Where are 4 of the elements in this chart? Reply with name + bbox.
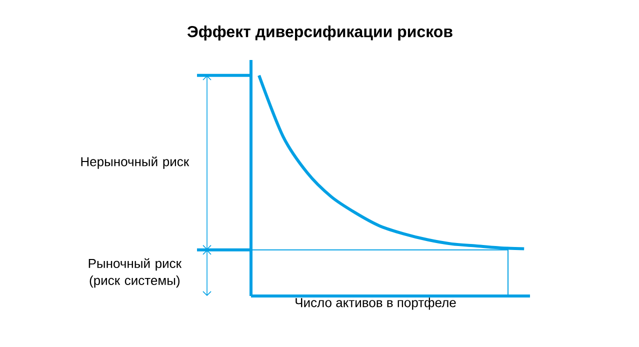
x-axis-title: Число активов в портфеле bbox=[296, 298, 456, 310]
chart-title: Эффект диверсификации рисков bbox=[187, 26, 452, 40]
text: Нерыночный риск bbox=[81, 156, 190, 169]
text: Рыночный риск (риск системы) bbox=[88, 258, 182, 288]
